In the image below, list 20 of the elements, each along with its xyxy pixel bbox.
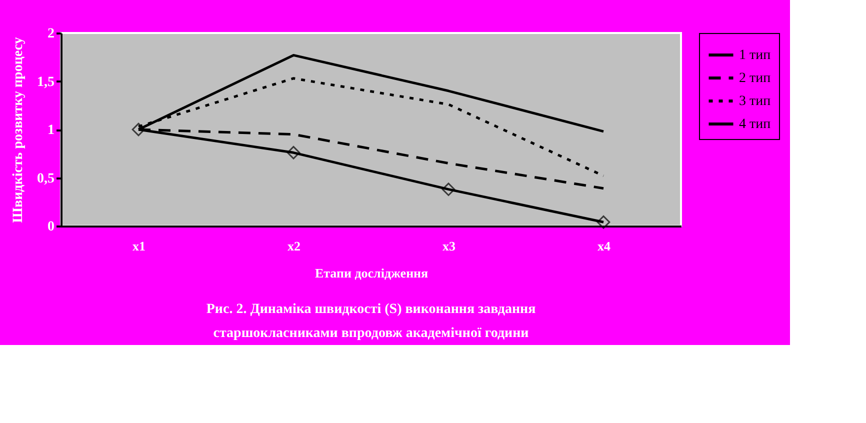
y-tick-label: 2 [48, 26, 54, 42]
x-tick-label: x3 [442, 238, 456, 254]
y-tick-label: 1 [48, 123, 54, 138]
y-axis-title: Швидкість розвитку процесу [11, 37, 26, 223]
point [596, 215, 610, 229]
text: Рис. 2. Динаміка швидкості (S) виконання завдання старшокласниками впродовж академічної години [206, 302, 536, 341]
y-tick-label: 0,5 [37, 171, 54, 186]
x-tick-label: x1 [132, 238, 146, 254]
x-axis-title: Етапи дослідження [314, 266, 428, 280]
point [132, 122, 146, 136]
legend-label: 4 тип [739, 117, 772, 132]
legend-label: 2 тип [739, 71, 772, 86]
legend-label: 3 тип [739, 94, 772, 109]
legend-label: 1 тип [739, 48, 772, 63]
y-tick-label: 0 [48, 220, 54, 234]
y-tick-label: 1,5 [37, 74, 54, 90]
x-tick-label: x4 [598, 238, 611, 254]
point [286, 146, 300, 160]
point [442, 182, 456, 196]
x-tick-label: x2 [288, 238, 300, 254]
